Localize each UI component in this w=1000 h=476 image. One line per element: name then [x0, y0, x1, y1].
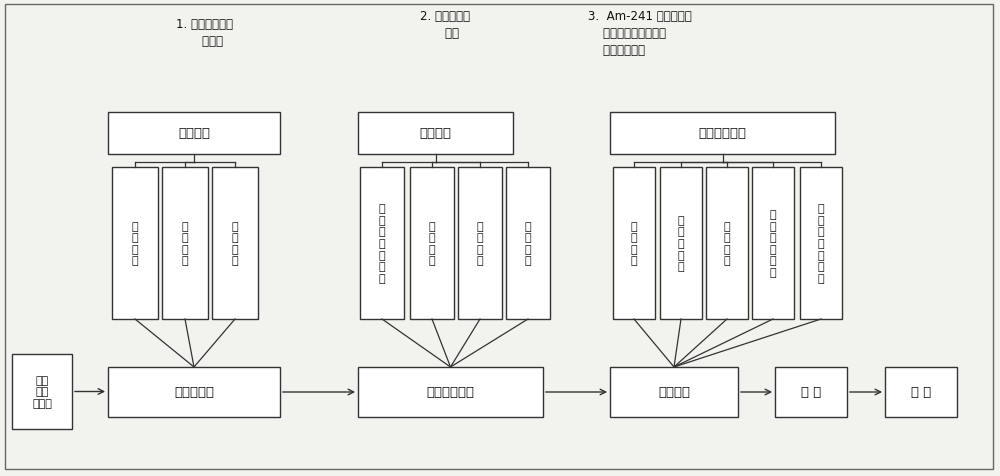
Text: 材料合成: 材料合成 [420, 127, 452, 140]
Bar [610, 367, 738, 417]
Text: 后
续
处
理: 后 续 处 理 [631, 221, 637, 266]
Text: 2. 计算机过程
    控制: 2. 计算机过程 控制 [420, 10, 470, 40]
Bar [660, 168, 702, 319]
Bar [752, 168, 794, 319]
Bar [800, 168, 842, 319]
Text: 合成材料检验: 合成材料检验 [698, 127, 746, 140]
Bar [212, 168, 258, 319]
Text: 组
织
等
效
特
性: 组 织 等 效 特 性 [770, 209, 776, 278]
Bar [506, 168, 550, 319]
Bar [108, 367, 280, 417]
Text: 电
子
密
度: 电 子 密 度 [724, 221, 730, 266]
Text: 硬
度
、
弹
性
模
量: 硬 度 、 弹 性 模 量 [818, 204, 824, 283]
Bar [162, 168, 208, 319]
Bar [112, 168, 158, 319]
Text: 成 型: 成 型 [801, 386, 821, 399]
Text: 工艺过程控制: 工艺过程控制 [426, 386, 475, 399]
Text: 质
量
密
度
及: 质 量 密 度 及 [678, 215, 684, 272]
Text: 成 品: 成 品 [911, 386, 931, 399]
Bar [358, 113, 513, 155]
Bar [613, 168, 655, 319]
Text: 反
应
时
间: 反 应 时 间 [525, 221, 531, 266]
Text: 1. 计算机参数设
    计系统: 1. 计算机参数设 计系统 [176, 18, 234, 48]
Bar [706, 168, 748, 319]
Bar [610, 113, 835, 155]
Bar [410, 168, 454, 319]
Bar [458, 168, 502, 319]
Bar [12, 354, 72, 429]
Text: 材料设计: 材料设计 [178, 127, 210, 140]
Bar [885, 367, 957, 417]
Text: 辐
射
参
数: 辐 射 参 数 [182, 221, 188, 266]
Text: 3.  Am-241 能谱仪、容
    栅动态模量测试仪、
    冲波谱测量仪: 3. Am-241 能谱仪、容 栅动态模量测试仪、 冲波谱测量仪 [588, 10, 692, 57]
Bar [108, 113, 280, 155]
Bar [360, 168, 404, 319]
Text: 合成材料: 合成材料 [658, 386, 690, 399]
Text: 元
素
组
成: 元 素 组 成 [132, 221, 138, 266]
Text: 原
料
辅
料
及
配
比: 原 料 辅 料 及 配 比 [379, 204, 385, 283]
Text: 基材
辅剂
添加剂: 基材 辅剂 添加剂 [32, 375, 52, 408]
Text: 共混－共聚: 共混－共聚 [174, 386, 214, 399]
Bar [358, 367, 543, 417]
Text: 合
成
压
力: 合 成 压 力 [477, 221, 483, 266]
Bar [775, 367, 847, 417]
Text: 机
械
性
能: 机 械 性 能 [232, 221, 238, 266]
Text: 加
工
温
度: 加 工 温 度 [429, 221, 435, 266]
